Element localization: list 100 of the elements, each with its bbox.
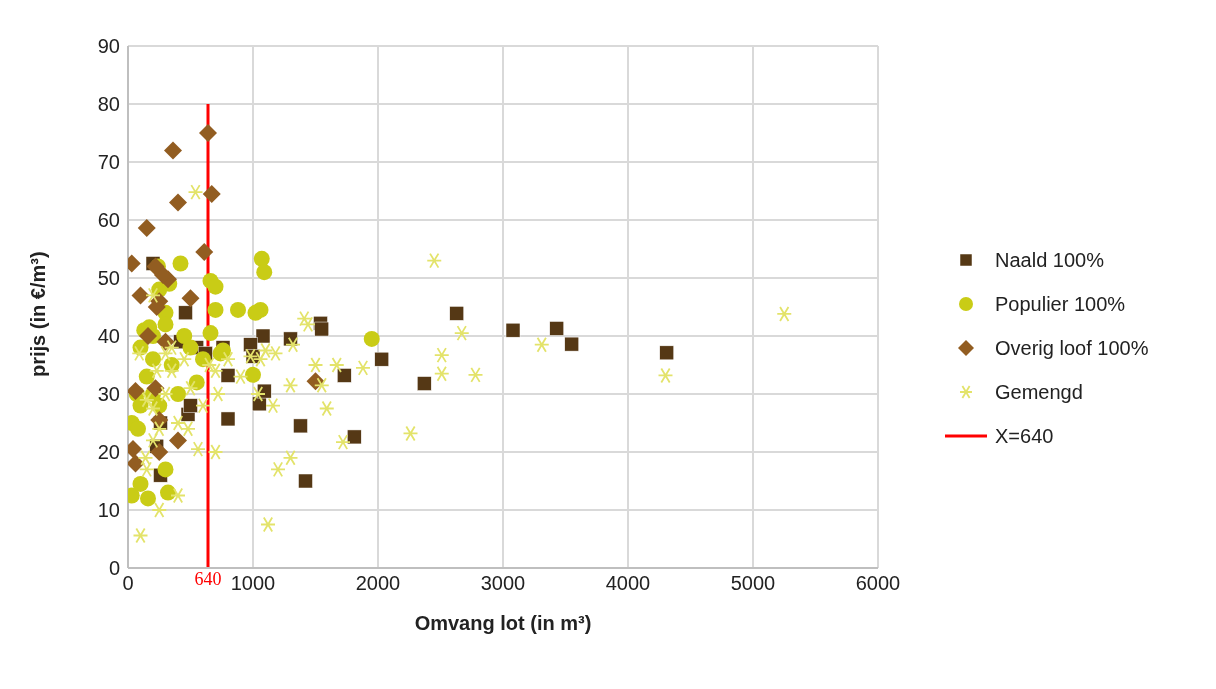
point bbox=[355, 360, 371, 376]
y-tick-label: 30 bbox=[97, 383, 120, 406]
point bbox=[207, 444, 224, 460]
point bbox=[426, 252, 443, 269]
point bbox=[230, 301, 246, 318]
x-axis-title: Omvang lot (in m³) bbox=[414, 612, 592, 634]
point bbox=[157, 345, 174, 362]
point bbox=[657, 367, 674, 384]
point bbox=[564, 336, 579, 352]
point bbox=[137, 449, 154, 466]
point bbox=[220, 368, 236, 383]
point bbox=[195, 397, 211, 414]
point bbox=[140, 490, 156, 507]
point bbox=[300, 316, 316, 333]
annotation: 640 bbox=[194, 568, 222, 589]
point bbox=[157, 386, 174, 402]
point bbox=[232, 368, 249, 385]
point bbox=[128, 454, 145, 473]
point bbox=[150, 443, 169, 461]
point bbox=[207, 301, 224, 318]
point bbox=[132, 475, 149, 492]
point bbox=[146, 379, 165, 398]
y-tick-label: 70 bbox=[97, 151, 120, 174]
point bbox=[296, 310, 313, 327]
y-tick-label: 40 bbox=[97, 325, 120, 348]
point bbox=[247, 304, 264, 321]
legend-label: Naald 100% bbox=[995, 248, 1104, 272]
legend-label: Populier 100% bbox=[995, 292, 1126, 316]
point bbox=[282, 449, 299, 466]
point bbox=[131, 286, 150, 305]
point bbox=[172, 255, 189, 272]
y-tick-label: 0 bbox=[108, 557, 120, 580]
point bbox=[151, 420, 168, 437]
point bbox=[453, 325, 470, 341]
y-tick-label: 90 bbox=[97, 35, 120, 58]
point bbox=[207, 362, 224, 379]
point bbox=[207, 278, 224, 295]
point bbox=[282, 377, 299, 394]
point bbox=[318, 400, 335, 417]
point bbox=[313, 377, 330, 394]
x-tick-label: 1000 bbox=[230, 572, 276, 595]
point bbox=[255, 328, 271, 344]
point bbox=[131, 345, 148, 362]
x-tick-label: 3000 bbox=[480, 572, 526, 595]
point bbox=[181, 289, 200, 308]
point bbox=[145, 400, 161, 417]
point bbox=[433, 365, 450, 382]
point bbox=[199, 124, 217, 142]
point bbox=[187, 184, 204, 201]
point bbox=[533, 336, 550, 353]
point bbox=[776, 306, 793, 322]
point bbox=[130, 420, 146, 437]
point bbox=[160, 484, 176, 501]
point bbox=[505, 322, 521, 338]
point bbox=[202, 325, 219, 342]
point bbox=[170, 487, 186, 504]
point bbox=[132, 527, 149, 544]
point bbox=[374, 351, 389, 367]
point bbox=[183, 398, 198, 413]
point bbox=[176, 351, 193, 368]
point bbox=[151, 502, 168, 518]
point bbox=[328, 357, 345, 373]
point bbox=[169, 193, 187, 212]
point bbox=[260, 516, 276, 533]
point bbox=[170, 386, 186, 402]
point bbox=[145, 351, 161, 368]
point bbox=[402, 425, 419, 442]
point bbox=[257, 342, 274, 359]
x-tick-label: 0 bbox=[122, 572, 134, 595]
x-tick-label: 2000 bbox=[355, 572, 401, 595]
y-axis-title: prijs (in €/m³) bbox=[27, 251, 50, 377]
point bbox=[293, 418, 308, 434]
point bbox=[220, 411, 236, 427]
point bbox=[252, 351, 269, 368]
point bbox=[146, 257, 165, 276]
point bbox=[270, 461, 286, 478]
point bbox=[267, 345, 284, 362]
point bbox=[256, 264, 273, 281]
point bbox=[347, 429, 362, 445]
point bbox=[433, 347, 450, 364]
point bbox=[298, 473, 313, 489]
point bbox=[137, 219, 156, 238]
point bbox=[163, 362, 180, 379]
legend-label: Overig loof 100% bbox=[995, 336, 1149, 360]
legend-label: X=640 bbox=[995, 424, 1054, 448]
point bbox=[314, 321, 329, 337]
point bbox=[285, 336, 301, 353]
y-tick-label: 50 bbox=[97, 267, 120, 290]
point bbox=[148, 362, 165, 379]
y-tick-label: 10 bbox=[97, 499, 120, 522]
point bbox=[335, 434, 351, 451]
point bbox=[164, 141, 182, 160]
point bbox=[182, 380, 199, 397]
point bbox=[190, 441, 206, 457]
point bbox=[169, 431, 187, 450]
point bbox=[128, 382, 145, 401]
point bbox=[659, 345, 674, 361]
point bbox=[202, 184, 221, 203]
x-tick-label: 4000 bbox=[605, 572, 651, 595]
point bbox=[178, 305, 193, 321]
